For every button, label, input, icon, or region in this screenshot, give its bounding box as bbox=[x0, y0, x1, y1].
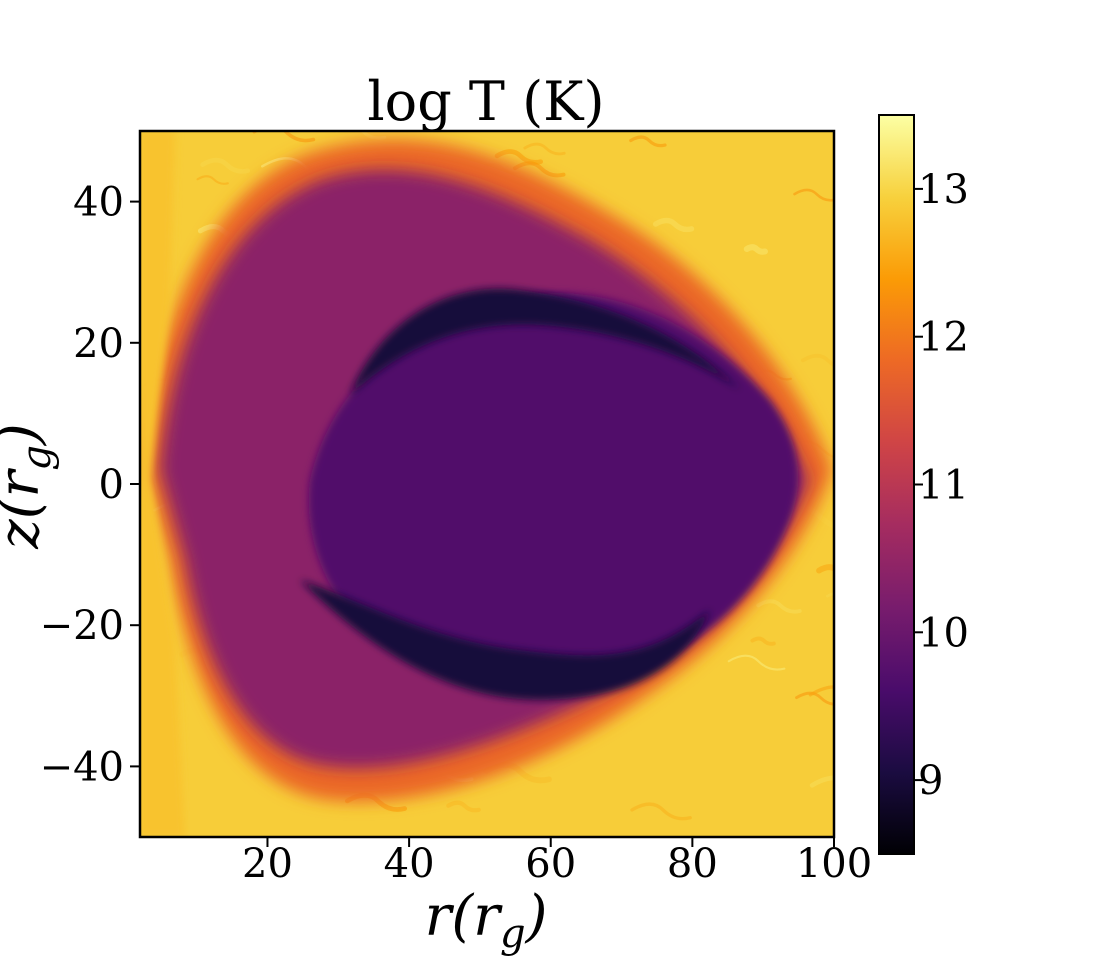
colorbar-tick-label: 12 bbox=[918, 315, 969, 361]
turbulence-swirl bbox=[513, 161, 566, 178]
y-tick-label: 20 bbox=[73, 321, 124, 367]
turbulence-swirl bbox=[523, 142, 566, 156]
turbulence-swirl bbox=[743, 244, 768, 255]
turbulence-swirl bbox=[750, 636, 776, 646]
y-axis-label: z(rg) bbox=[0, 423, 60, 550]
x-tick-label: 100 bbox=[796, 841, 872, 887]
lower-cold-filament bbox=[300, 580, 710, 700]
colorbar-tick-label: 13 bbox=[918, 167, 969, 213]
x-tick-label: 80 bbox=[667, 841, 718, 887]
turbulence-swirl bbox=[826, 592, 834, 598]
x-tick-label: 60 bbox=[525, 841, 576, 887]
y-tick-label: 40 bbox=[73, 180, 124, 226]
heatmap-area bbox=[140, 131, 834, 837]
turbulence-swirl bbox=[795, 691, 834, 706]
y-axis-ticks: −40 −20 0 20 40 bbox=[40, 180, 140, 790]
turbulence-swirl bbox=[809, 775, 834, 788]
colorbar-ticks: 9 10 11 12 13 bbox=[914, 167, 969, 804]
turbulence-swirl bbox=[816, 564, 834, 574]
colorbar-tick-label: 9 bbox=[918, 758, 943, 804]
y-tick-label: 0 bbox=[99, 462, 124, 508]
colorbar-tick-label: 11 bbox=[918, 463, 969, 509]
turbulence-swirl bbox=[801, 353, 834, 368]
turbulence-swirl bbox=[200, 157, 251, 174]
turbulence-swirl bbox=[629, 135, 667, 148]
colorbar-tick-label: 10 bbox=[918, 610, 969, 656]
x-tick-label: 40 bbox=[384, 841, 435, 887]
turbulence-swirl bbox=[793, 188, 834, 202]
turbulence-swirl bbox=[196, 175, 229, 185]
cool-bubble-interior bbox=[308, 293, 799, 687]
x-tick-label: 20 bbox=[242, 841, 293, 887]
turbulence-swirl bbox=[756, 599, 802, 614]
x-axis-label: r(rg) bbox=[425, 884, 548, 957]
turbulence-swirl bbox=[808, 685, 834, 697]
x-axis-ticks: 20 40 60 80 100 bbox=[242, 837, 872, 887]
turbulence-swirl bbox=[727, 654, 786, 671]
jet-funnel-region bbox=[140, 131, 185, 837]
colorbar bbox=[878, 114, 915, 855]
turbulence-swirl bbox=[652, 217, 695, 233]
turbulence-swirl bbox=[630, 802, 692, 821]
y-tick-label: −40 bbox=[40, 744, 124, 790]
y-tick-label: −20 bbox=[40, 603, 124, 649]
chart-title: log T (K) bbox=[367, 70, 604, 133]
upper-cold-filament bbox=[350, 288, 740, 395]
turbulence-swirl bbox=[446, 800, 481, 813]
